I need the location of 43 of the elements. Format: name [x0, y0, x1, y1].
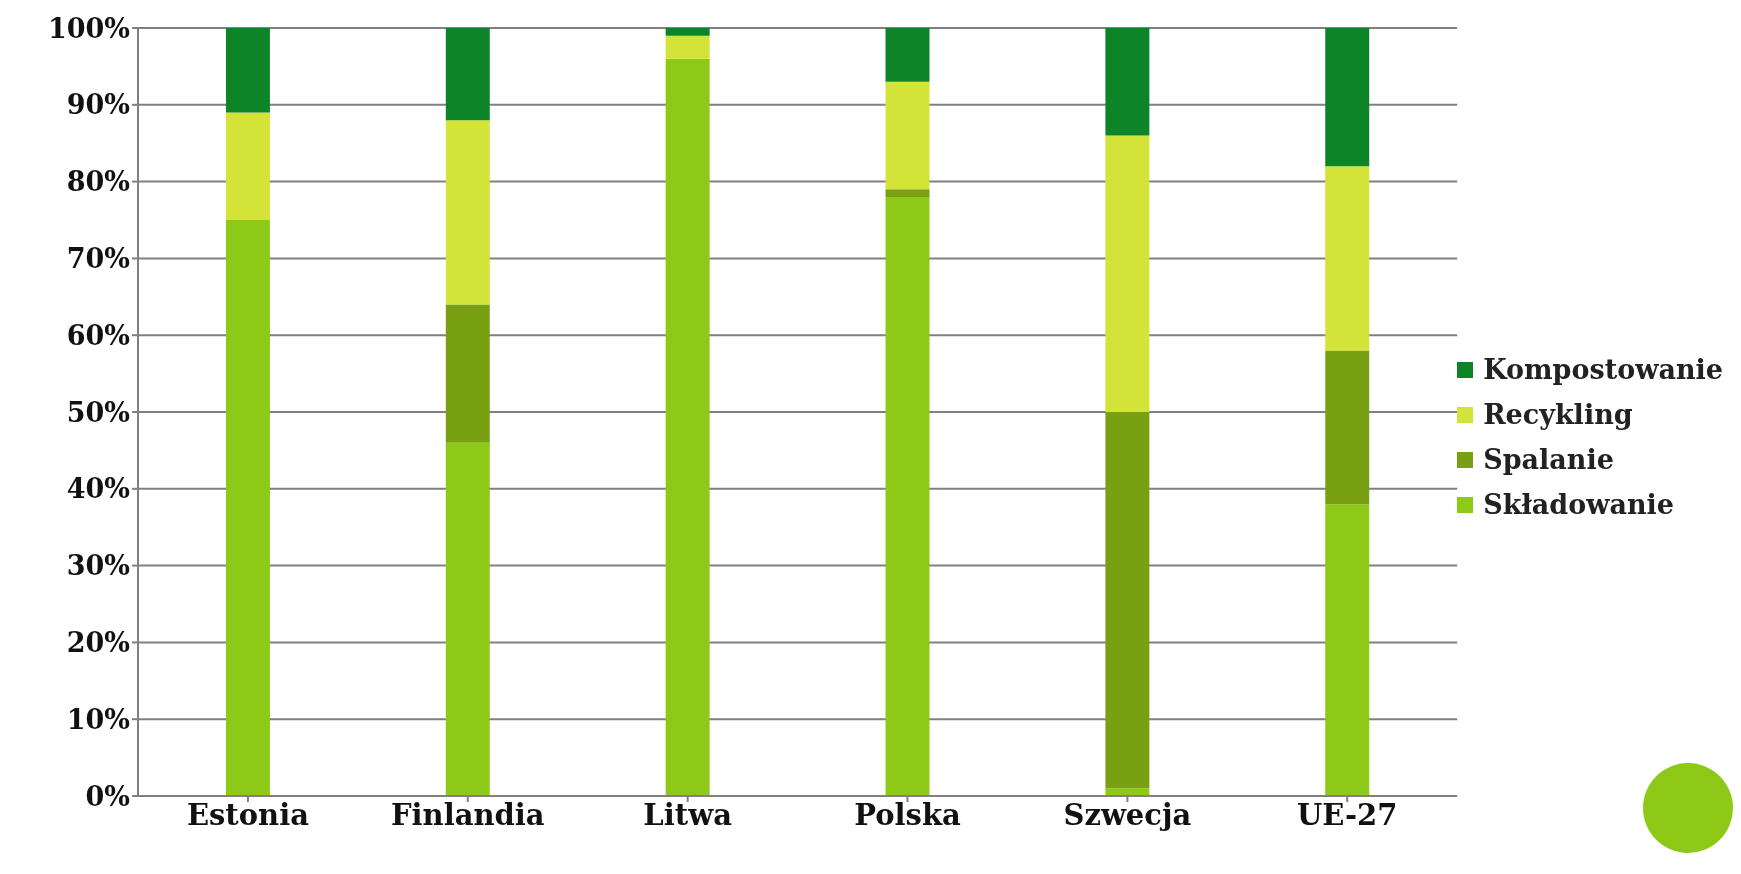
legend-label: Recykling	[1483, 399, 1633, 430]
x-tick-label: Estonia	[186, 797, 310, 832]
bar	[445, 120, 490, 305]
y-tick-label: 0%	[85, 780, 130, 812]
x-tick-label: Litwa	[643, 797, 733, 832]
y-tick-label: 100%	[47, 12, 130, 44]
bar	[445, 304, 490, 443]
bar	[665, 35, 710, 59]
bar	[885, 81, 930, 190]
bar	[1105, 412, 1150, 789]
x-tick-label: UE-27	[1297, 797, 1398, 832]
bar	[885, 28, 930, 82]
bar	[1325, 350, 1370, 505]
bar	[665, 28, 710, 36]
x-tick-label: Finlandia	[390, 797, 545, 832]
x-tick-label: Szwecja	[1063, 797, 1192, 832]
bar	[445, 28, 490, 121]
y-tick-label: 70%	[66, 242, 130, 274]
x-tick-label: Polska	[854, 797, 962, 832]
bar	[445, 442, 490, 796]
y-tick-label: 40%	[66, 473, 130, 505]
bar	[225, 28, 270, 113]
legend-label: Spalanie	[1483, 444, 1614, 475]
y-tick-label: 20%	[66, 626, 130, 658]
bar	[1105, 135, 1150, 412]
bar	[1325, 504, 1370, 796]
bar	[885, 196, 930, 796]
y-tick-label: 10%	[66, 703, 130, 735]
legend-label: Kompostowanie	[1483, 354, 1723, 385]
y-tick-label: 90%	[66, 89, 130, 121]
bar	[885, 189, 930, 197]
y-tick-label: 50%	[66, 396, 130, 428]
bar	[1105, 788, 1150, 796]
bar	[665, 58, 710, 796]
bar	[225, 112, 270, 220]
bar	[225, 220, 270, 796]
legend-label: Składowanie	[1483, 489, 1674, 520]
bar	[1325, 166, 1370, 351]
y-tick-label: 30%	[66, 550, 130, 582]
y-tick-label: 80%	[66, 166, 130, 198]
y-tick-label: 60%	[66, 319, 130, 351]
bar	[1325, 28, 1370, 167]
bar	[1105, 28, 1150, 136]
